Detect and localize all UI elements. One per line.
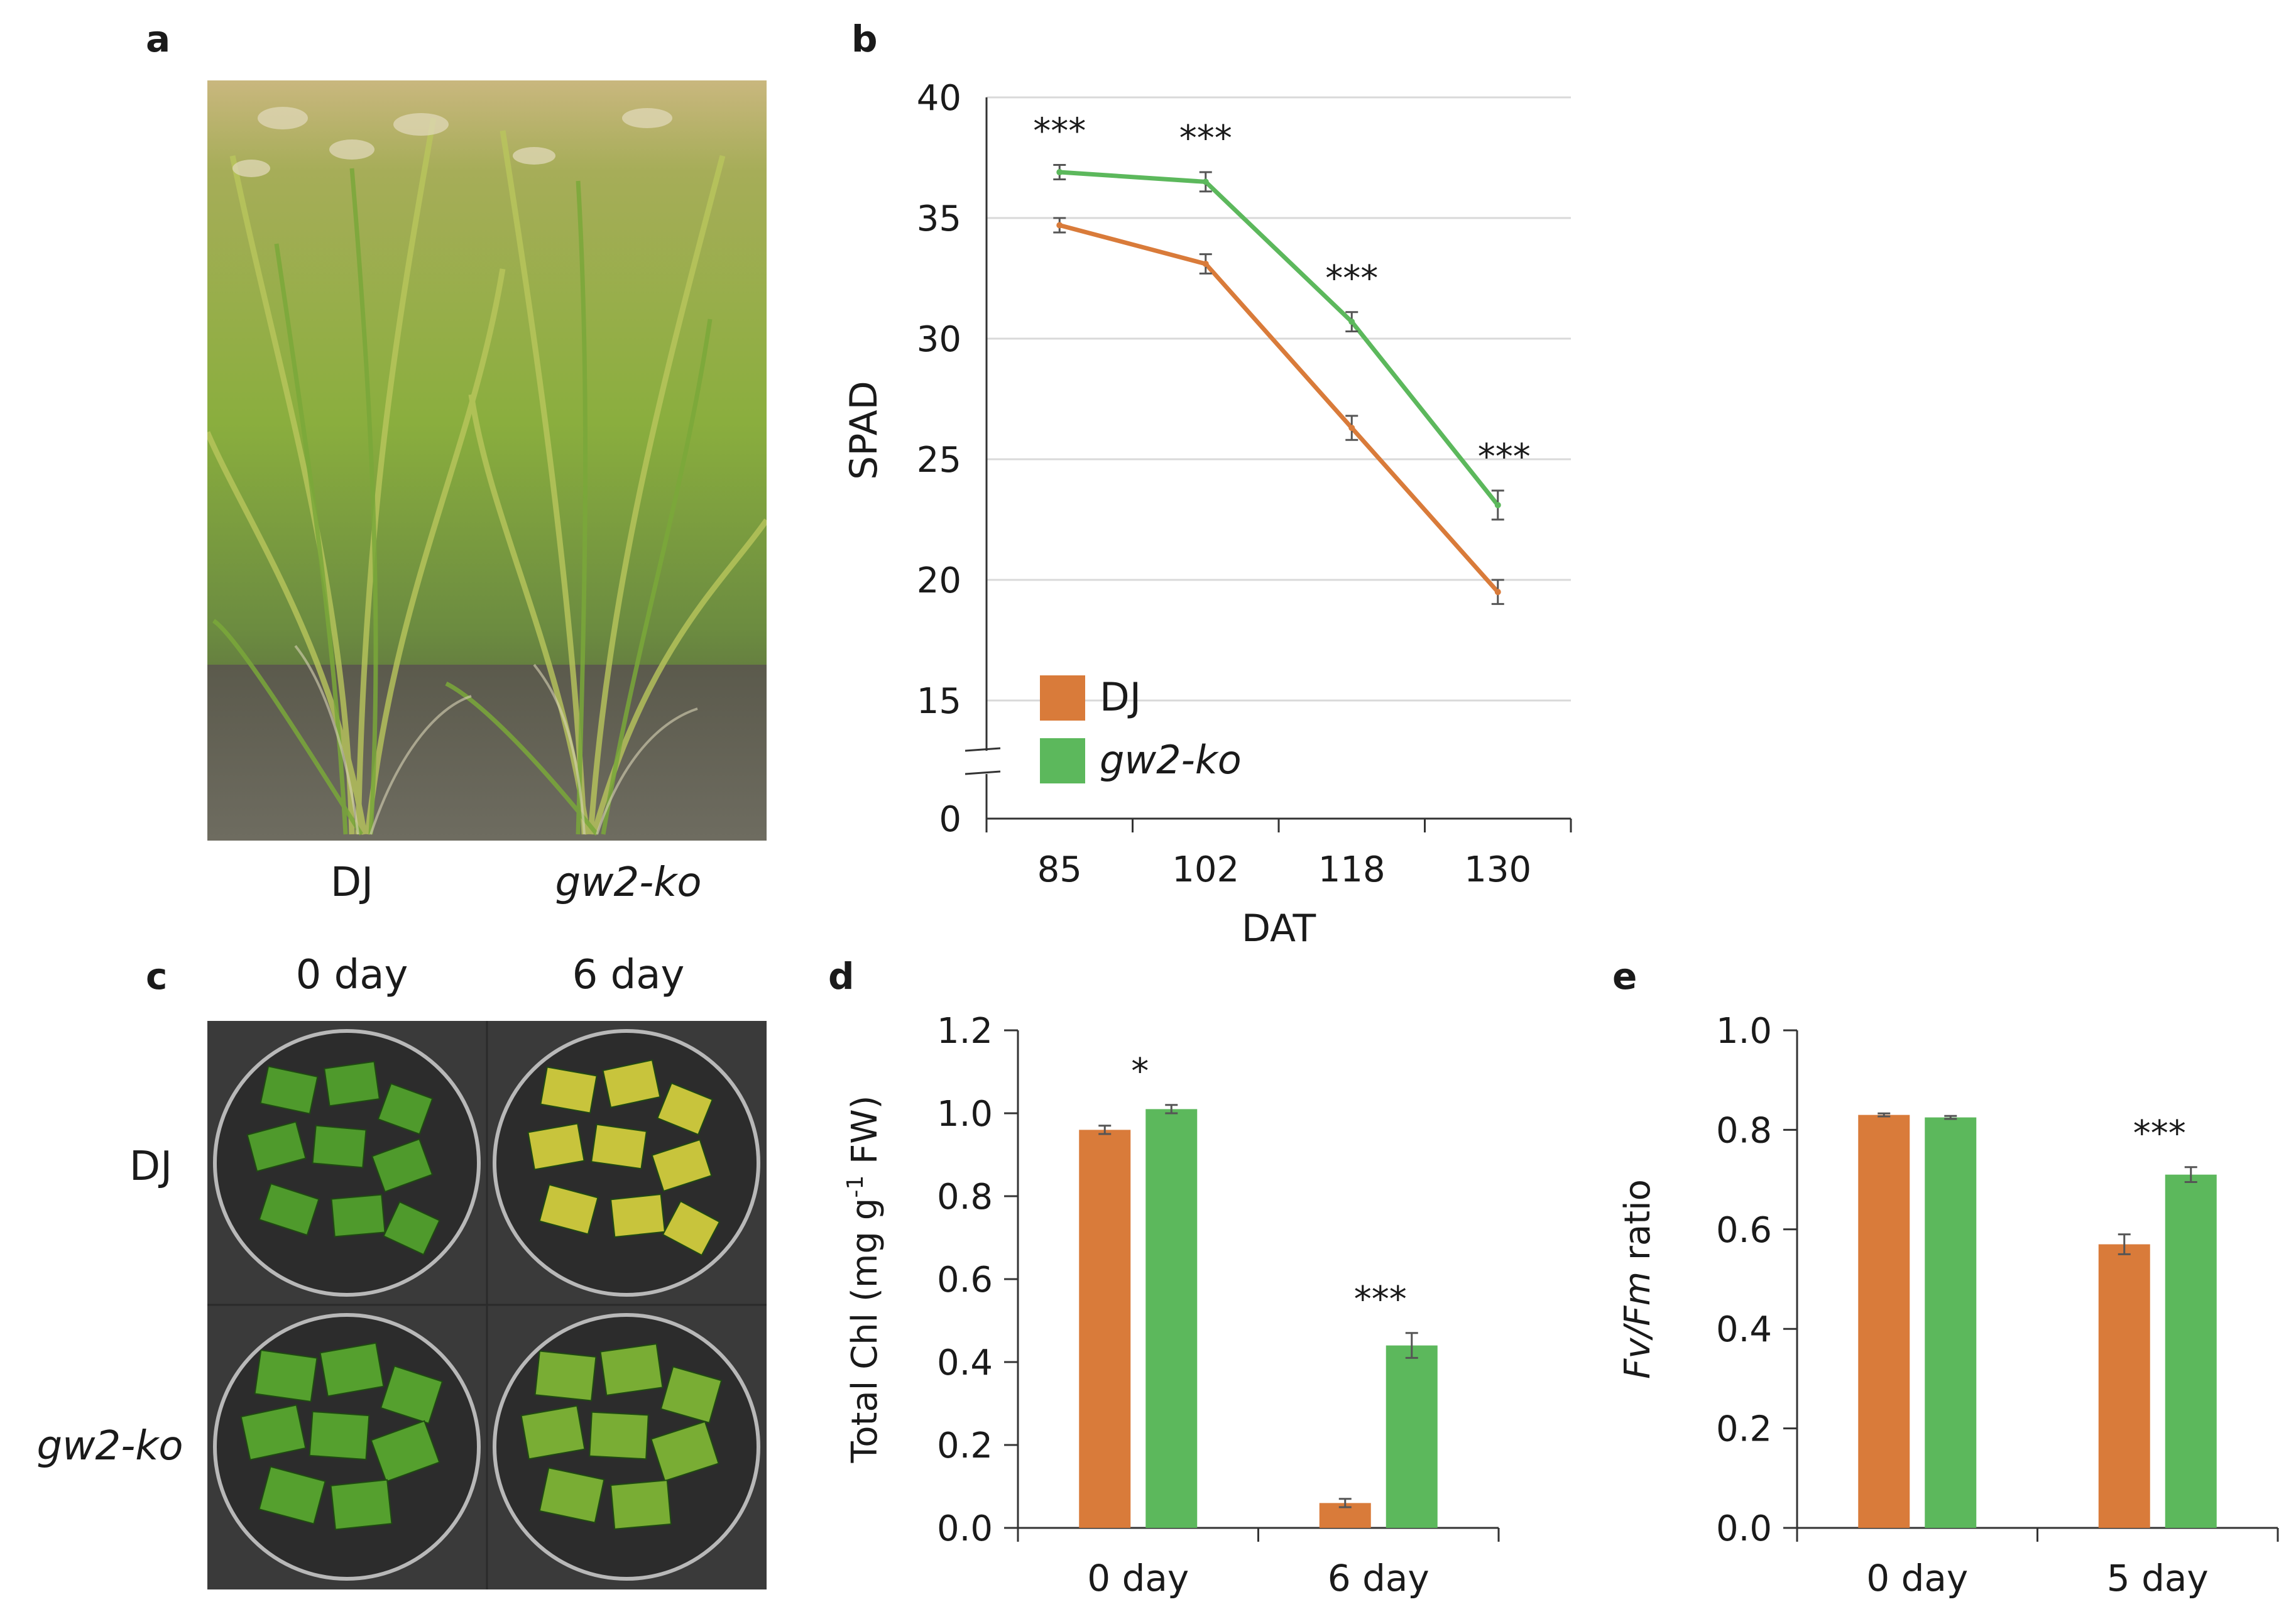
y-tick-label: 30 <box>917 319 961 360</box>
data-point <box>1202 260 1209 267</box>
y-tick-label: 0.4 <box>1716 1309 1772 1350</box>
y-tick-label: 0.6 <box>937 1260 993 1300</box>
x-tick-label: 0 day <box>1866 1557 1968 1600</box>
photo-a-caption-gw2-ko: gw2-ko <box>555 859 702 906</box>
rice-field-photo <box>207 80 767 841</box>
petri-dish-photo-art <box>207 1021 767 1589</box>
bar-gw2-ko <box>1145 1109 1198 1528</box>
y-tick-label: 1.0 <box>1716 1011 1772 1052</box>
y-tick-label: 15 <box>917 681 961 722</box>
panel-label-e: e <box>1612 955 1637 998</box>
panel-label-b: b <box>851 18 878 60</box>
significance-label: *** <box>1325 258 1378 299</box>
photo-c-row-gw2-ko: gw2-ko <box>36 1423 183 1469</box>
x-axis-title: DAT <box>1242 907 1316 951</box>
y-tick-label: 0.2 <box>937 1425 993 1466</box>
y-tick-label: 25 <box>917 440 961 481</box>
x-tick-label: 130 <box>1464 849 1531 890</box>
data-point <box>1202 178 1209 185</box>
y-tick-label: 0.0 <box>1716 1508 1772 1549</box>
significance-label: *** <box>1033 111 1086 152</box>
photo-c-row-dj: DJ <box>129 1143 173 1190</box>
rice-field-photo-art <box>207 80 767 841</box>
data-point <box>1056 169 1063 176</box>
data-point <box>1494 501 1501 508</box>
chart-e-fvfm: 0.0 0.2 0.4 0.6 0.8 1.0 0 day 5 day Fv/Fm ratio *… <box>1617 1011 2279 1600</box>
y-tick-label: 0.4 <box>937 1343 993 1383</box>
panel-label-a: a <box>146 18 171 60</box>
y-tick-label: 0.8 <box>937 1177 993 1218</box>
y-tick-label-zero: 0 <box>939 799 961 840</box>
significance-label: *** <box>1478 437 1531 477</box>
significance-label: * <box>1131 1051 1149 1092</box>
photo-c-col-0day: 0 day <box>295 952 408 998</box>
y-axis-title: Fv/Fm ratio <box>1617 1179 1658 1379</box>
legend-label-gw2-ko: gw2-ko <box>1100 737 1242 783</box>
bar-gw2-ko <box>1386 1345 1438 1528</box>
data-point <box>1348 425 1355 432</box>
bar-dj <box>1858 1115 1910 1528</box>
y-tick-label: 0.8 <box>1716 1110 1772 1151</box>
x-tick-label: 118 <box>1318 849 1386 890</box>
data-point <box>1348 319 1355 325</box>
legend-label-dj: DJ <box>1100 674 1141 720</box>
axis-break-mark <box>965 770 1001 775</box>
y-axis-title: SPAD <box>842 381 886 480</box>
y-tick-label: 0.2 <box>1716 1409 1772 1450</box>
y-tick-label: 40 <box>917 78 961 119</box>
y-tick-label: 1.2 <box>937 1011 993 1052</box>
y-tick-label: 0.0 <box>937 1508 993 1549</box>
y-axis-title: Total Chl (mg g-1 FW) <box>843 1096 885 1464</box>
significance-label: *** <box>1354 1279 1407 1320</box>
y-tick-label: 35 <box>917 199 961 239</box>
panel-label-d: d <box>828 955 855 998</box>
petri-dish-photo <box>207 1021 767 1589</box>
x-tick-label: 85 <box>1037 849 1082 890</box>
x-tick-label: 5 day <box>2107 1557 2209 1600</box>
bar-dj <box>1079 1130 1131 1528</box>
chart-d-total-chl: 0.0 0.2 0.4 0.6 0.8 1.0 1.2 0 day 6 day Total Chl… <box>843 1011 1500 1600</box>
bar-gw2-ko <box>1925 1117 1977 1528</box>
significance-label: *** <box>1179 118 1232 159</box>
legend-swatch-dj <box>1040 675 1085 721</box>
chart-b-spad: 15 20 25 30 35 40 0 85 102 118 130 DAT SPAD *** *** ***… <box>842 78 1572 951</box>
y-tick-label: 1.0 <box>937 1094 993 1135</box>
photo-a-caption-dj: DJ <box>330 859 374 906</box>
y-tick-label: 20 <box>917 560 961 601</box>
x-tick-label: 6 day <box>1328 1557 1430 1600</box>
bar-dj <box>2098 1244 2150 1528</box>
bar-gw2-ko <box>2165 1174 2217 1528</box>
data-point <box>1494 589 1501 596</box>
legend-swatch-gw2-ko <box>1040 738 1085 783</box>
series-line-gw2-ko <box>1059 170 1500 507</box>
x-tick-label: 0 day <box>1087 1557 1189 1600</box>
significance-label: *** <box>2133 1113 2186 1154</box>
y-tick-label: 0.6 <box>1716 1210 1772 1251</box>
panel-label-c: c <box>146 955 168 998</box>
photo-c-col-6day: 6 day <box>572 952 685 998</box>
data-point <box>1056 222 1063 229</box>
x-tick-label: 102 <box>1172 849 1239 890</box>
axis-break-mark <box>965 747 1001 752</box>
series-line-dj <box>1059 223 1500 594</box>
